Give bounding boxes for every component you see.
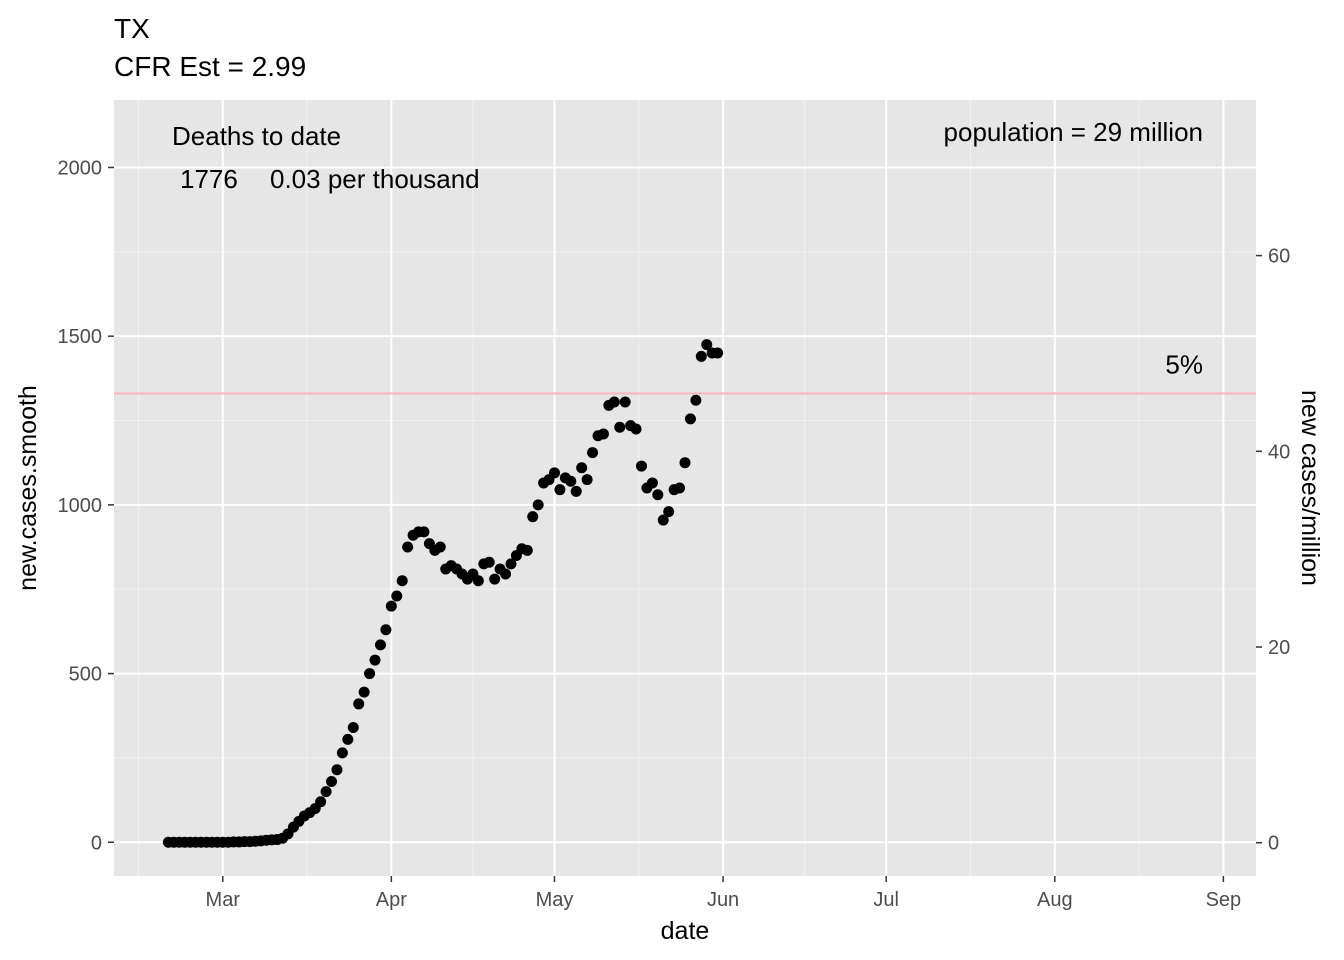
data-point xyxy=(315,796,327,808)
data-point xyxy=(391,590,403,602)
y-right-tick-label: 60 xyxy=(1268,246,1290,268)
data-point xyxy=(380,624,392,636)
data-point xyxy=(674,482,686,494)
data-point xyxy=(695,350,707,362)
deaths-value: 1776 xyxy=(180,164,238,194)
x-tick-label: Jun xyxy=(707,889,739,911)
y-tick-label: 500 xyxy=(69,664,102,686)
data-point xyxy=(505,558,517,570)
y-right-tick-label: 20 xyxy=(1268,637,1290,659)
x-axis: Mar Apr May Jun Jul Aug Sep xyxy=(206,876,1242,911)
data-point xyxy=(652,489,664,501)
y-tick-label: 2000 xyxy=(58,157,103,179)
x-axis-title: date xyxy=(661,917,710,945)
x-tick-label: Aug xyxy=(1037,889,1073,911)
data-point xyxy=(570,485,582,497)
data-point xyxy=(434,541,446,553)
data-point xyxy=(630,423,642,435)
data-point xyxy=(527,511,539,523)
data-point xyxy=(347,722,359,734)
x-tick-label: Sep xyxy=(1206,889,1242,911)
data-point xyxy=(336,747,348,759)
y-axis-left: 0 500 1000 1500 2000 xyxy=(58,157,114,854)
data-point xyxy=(521,544,533,556)
y-right-tick-label: 0 xyxy=(1268,833,1279,855)
data-point xyxy=(402,541,414,553)
data-point xyxy=(690,394,702,406)
chart-subtitle: CFR Est = 2.99 xyxy=(114,51,306,82)
data-point xyxy=(396,575,408,587)
x-tick-label: May xyxy=(536,889,574,911)
data-point xyxy=(712,347,724,359)
data-point xyxy=(483,556,495,568)
y-right-tick-label: 40 xyxy=(1268,441,1290,463)
y-tick-label: 1500 xyxy=(58,326,103,348)
data-point xyxy=(353,698,365,710)
y-tick-label: 0 xyxy=(91,832,102,854)
x-tick-label: Jul xyxy=(873,889,899,911)
data-point xyxy=(597,428,609,440)
data-point xyxy=(679,457,691,469)
data-point xyxy=(364,668,376,680)
data-point xyxy=(418,526,430,538)
data-point xyxy=(635,460,647,472)
data-point xyxy=(554,484,566,496)
grid-minor xyxy=(114,100,1256,876)
deaths-rate: 0.03 per thousand xyxy=(270,164,480,194)
data-point xyxy=(342,733,354,745)
data-point xyxy=(657,514,669,526)
data-point xyxy=(532,499,544,511)
y-tick-label: 1000 xyxy=(58,495,103,517)
data-point xyxy=(701,339,713,351)
data-point xyxy=(331,764,343,776)
grid-major xyxy=(114,100,1256,876)
data-point xyxy=(576,462,588,474)
data-point xyxy=(500,568,512,580)
data-point xyxy=(320,786,332,798)
data-points xyxy=(162,339,724,848)
population-label: population = 29 million xyxy=(944,117,1203,147)
data-point xyxy=(385,600,397,612)
data-point xyxy=(374,639,386,651)
data-point xyxy=(663,506,675,518)
data-point xyxy=(581,474,593,486)
x-tick-label: Mar xyxy=(206,889,241,911)
data-point xyxy=(548,467,560,479)
data-point xyxy=(684,413,696,425)
data-point xyxy=(587,447,599,459)
y-axis-right-title: new cases/million xyxy=(1296,390,1324,586)
data-point xyxy=(608,396,620,408)
y-axis-title: new.cases.smooth xyxy=(14,385,42,591)
data-point xyxy=(646,477,658,489)
data-point xyxy=(619,396,631,408)
reference-line-label: 5% xyxy=(1165,350,1203,380)
data-point xyxy=(369,654,381,666)
data-point xyxy=(358,686,370,698)
deaths-title: Deaths to date xyxy=(172,121,341,151)
data-point xyxy=(326,776,338,788)
data-point xyxy=(614,421,626,433)
chart-title: TX xyxy=(114,13,150,44)
data-point xyxy=(489,573,501,585)
data-point xyxy=(472,575,484,587)
x-tick-label: Apr xyxy=(376,889,407,911)
y-axis-right: 0 20 40 60 xyxy=(1256,246,1290,855)
data-point xyxy=(565,475,577,487)
